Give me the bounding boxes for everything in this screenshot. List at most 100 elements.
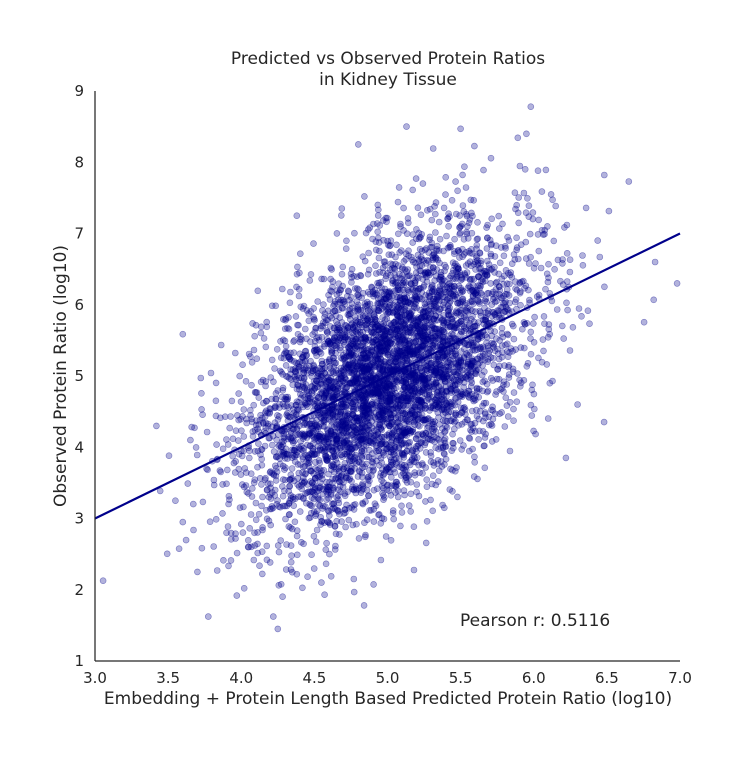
data-point	[386, 339, 394, 347]
data-point	[418, 367, 426, 375]
data-point	[291, 518, 299, 526]
data-point	[219, 445, 227, 453]
data-point	[258, 502, 265, 510]
data-point	[419, 386, 426, 394]
data-point	[322, 395, 330, 402]
data-point	[394, 198, 402, 206]
data-point	[457, 298, 465, 306]
data-point	[481, 356, 489, 364]
data-point	[367, 367, 375, 374]
data-point	[461, 163, 468, 170]
data-point	[359, 422, 367, 430]
data-point	[249, 428, 257, 435]
data-point	[375, 279, 383, 287]
data-point	[484, 234, 491, 241]
data-point	[307, 338, 314, 346]
data-point	[306, 394, 314, 402]
data-point	[459, 202, 467, 209]
data-point	[475, 335, 482, 343]
data-point	[341, 445, 349, 453]
data-point	[377, 424, 385, 432]
data-point	[357, 435, 364, 443]
data-point	[384, 305, 392, 313]
data-point	[405, 472, 412, 480]
data-point	[547, 191, 555, 198]
data-point	[372, 336, 380, 344]
data-point	[363, 486, 371, 494]
data-point	[266, 469, 274, 476]
data-point	[404, 397, 411, 405]
data-point	[279, 384, 287, 392]
data-point	[365, 266, 373, 274]
data-point	[380, 361, 388, 368]
data-point	[505, 237, 513, 244]
data-point	[467, 361, 474, 368]
data-point	[342, 385, 349, 393]
data-point	[281, 337, 289, 345]
data-point	[249, 485, 256, 492]
data-point	[429, 404, 437, 412]
data-point	[441, 377, 449, 385]
data-point	[397, 306, 404, 314]
data-point	[342, 245, 350, 252]
data-point	[375, 254, 383, 262]
data-point	[315, 457, 323, 464]
data-point	[322, 560, 330, 568]
data-point	[376, 363, 383, 371]
data-point	[365, 492, 372, 500]
data-point	[455, 411, 463, 418]
data-point	[351, 285, 359, 292]
data-point	[339, 465, 347, 473]
data-point	[345, 410, 353, 418]
data-point	[275, 581, 283, 589]
data-point	[513, 246, 520, 254]
data-point	[293, 398, 301, 406]
data-point	[311, 328, 319, 336]
data-point	[376, 343, 383, 351]
data-point	[427, 333, 435, 340]
data-point	[267, 374, 275, 381]
data-point	[210, 481, 218, 489]
data-point	[323, 483, 330, 491]
data-point	[337, 346, 344, 354]
data-point	[198, 544, 206, 552]
data-point	[316, 438, 323, 446]
data-point	[419, 461, 426, 469]
data-point	[498, 275, 506, 283]
data-point	[429, 507, 437, 515]
data-point	[544, 415, 552, 422]
data-point	[328, 500, 336, 508]
data-point	[506, 398, 514, 406]
data-point	[356, 354, 364, 362]
data-point	[416, 267, 424, 275]
data-point	[395, 443, 403, 451]
data-point	[339, 382, 346, 390]
data-point	[321, 364, 329, 372]
data-point	[385, 403, 392, 411]
data-point	[377, 402, 385, 410]
data-point	[384, 288, 392, 296]
data-point	[437, 366, 445, 374]
data-point	[445, 305, 452, 313]
data-point	[312, 512, 319, 519]
data-point	[540, 347, 547, 355]
data-point	[345, 344, 352, 351]
data-point	[395, 286, 403, 294]
data-point	[374, 228, 382, 236]
data-point	[253, 355, 261, 363]
data-point	[440, 247, 447, 255]
data-point	[349, 304, 356, 312]
data-point	[322, 389, 330, 397]
data-point	[279, 492, 287, 500]
data-point	[309, 451, 316, 459]
data-point	[482, 295, 490, 303]
data-point	[469, 424, 477, 432]
data-point	[559, 260, 566, 267]
data-point	[487, 252, 495, 260]
data-point	[447, 243, 454, 251]
data-point	[268, 356, 276, 364]
data-point	[280, 430, 288, 438]
data-point	[447, 272, 455, 280]
data-point	[255, 440, 262, 447]
data-point	[424, 424, 431, 432]
